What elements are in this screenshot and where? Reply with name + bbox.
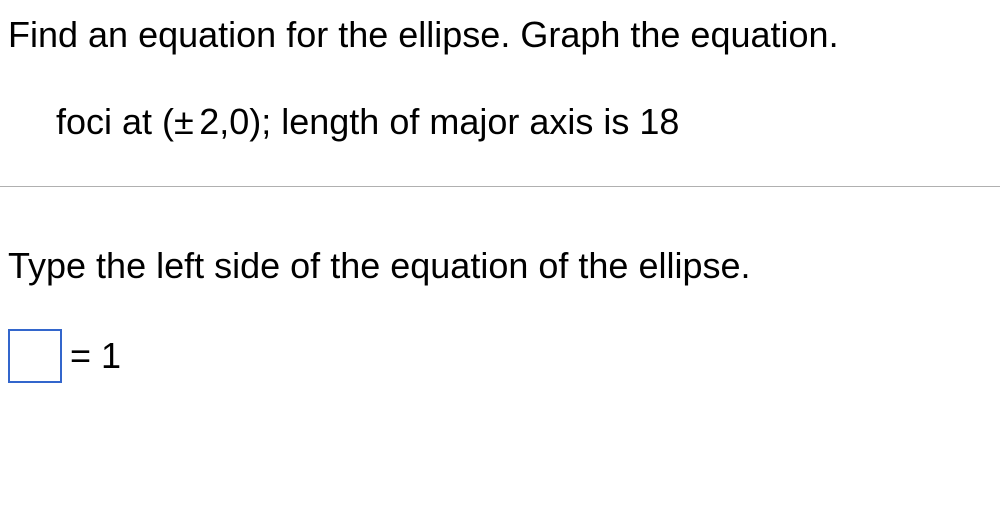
answer-section: Type the left side of the equation of th… [0,187,1000,404]
detail-value: 2,0); length of major axis is 18 [199,101,679,142]
equals-one-label: = 1 [70,335,121,377]
answer-input[interactable] [8,329,62,383]
answer-instruction: Type the left side of the equation of th… [8,243,992,290]
main-instruction: Find an equation for the ellipse. Graph … [8,12,992,59]
problem-detail: foci at (±2,0); length of major axis is … [8,99,992,146]
plus-minus-icon: ± [174,101,194,142]
detail-prefix: foci at ( [56,101,174,142]
answer-row: = 1 [8,329,992,383]
question-container: Find an equation for the ellipse. Graph … [0,0,1000,524]
problem-statement-section: Find an equation for the ellipse. Graph … [0,0,1000,186]
